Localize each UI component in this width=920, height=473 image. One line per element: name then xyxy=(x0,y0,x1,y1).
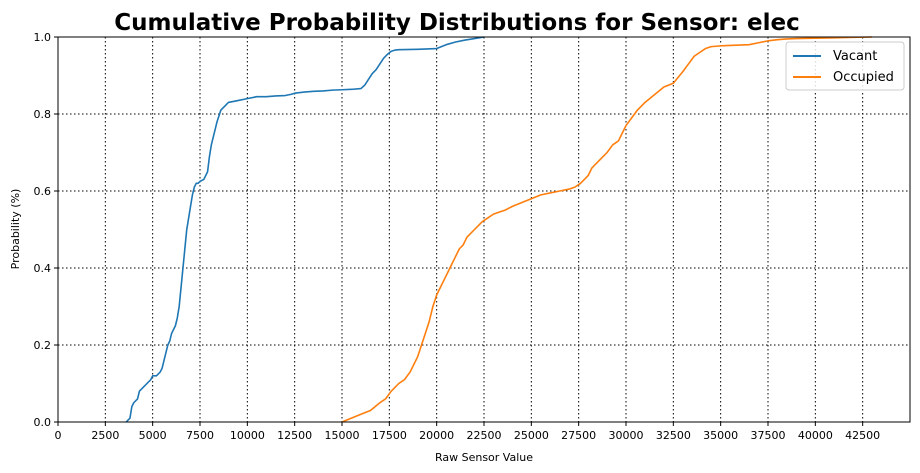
y-tick-label: 0.4 xyxy=(34,262,52,275)
axis-ticks: 0 2500 5000 7500 10000 12500 15000 17500 20000 22… xyxy=(34,31,881,442)
x-tick-label: 10000 xyxy=(230,429,265,442)
x-tick-label: 22500 xyxy=(467,429,502,442)
x-tick-label: 30000 xyxy=(609,429,644,442)
x-tick-label: 27500 xyxy=(561,429,596,442)
x-tick-label: 25000 xyxy=(514,429,549,442)
legend-label-vacant: Vacant xyxy=(833,49,877,64)
series-line-occupied xyxy=(341,36,873,423)
legend-label-occupied: Occupied xyxy=(833,70,894,85)
x-tick-label: 7500 xyxy=(186,429,214,442)
x-tick-label: 2500 xyxy=(91,429,119,442)
series-lines xyxy=(125,36,873,423)
x-tick-label: 37500 xyxy=(751,429,786,442)
x-tick-label: 40000 xyxy=(798,429,833,442)
legend: Vacant Occupied xyxy=(785,41,905,91)
y-axis-label: Probability (%) xyxy=(9,189,22,270)
x-tick-label: 32500 xyxy=(656,429,691,442)
chart-title: Cumulative Probability Distributions for… xyxy=(114,10,800,36)
x-tick-label: 35000 xyxy=(703,429,738,442)
x-tick-label: 5000 xyxy=(139,429,167,442)
x-tick-label: 0 xyxy=(55,429,62,442)
y-tick-label: 0.6 xyxy=(34,185,52,198)
x-tick-label: 20000 xyxy=(419,429,454,442)
grid-lines xyxy=(57,36,910,423)
plot-frame xyxy=(57,36,911,423)
series-line-vacant xyxy=(125,36,485,423)
y-tick-label: 0.8 xyxy=(34,108,52,121)
y-tick-label: 1.0 xyxy=(34,31,52,44)
x-tick-label: 42500 xyxy=(845,429,880,442)
x-tick-label: 17500 xyxy=(372,429,407,442)
y-tick-label: 0.2 xyxy=(34,339,52,352)
x-tick-label: 12500 xyxy=(277,429,312,442)
x-axis-label: Raw Sensor Value xyxy=(435,451,533,464)
y-tick-label: 0.0 xyxy=(34,416,52,429)
x-tick-label: 15000 xyxy=(325,429,360,442)
